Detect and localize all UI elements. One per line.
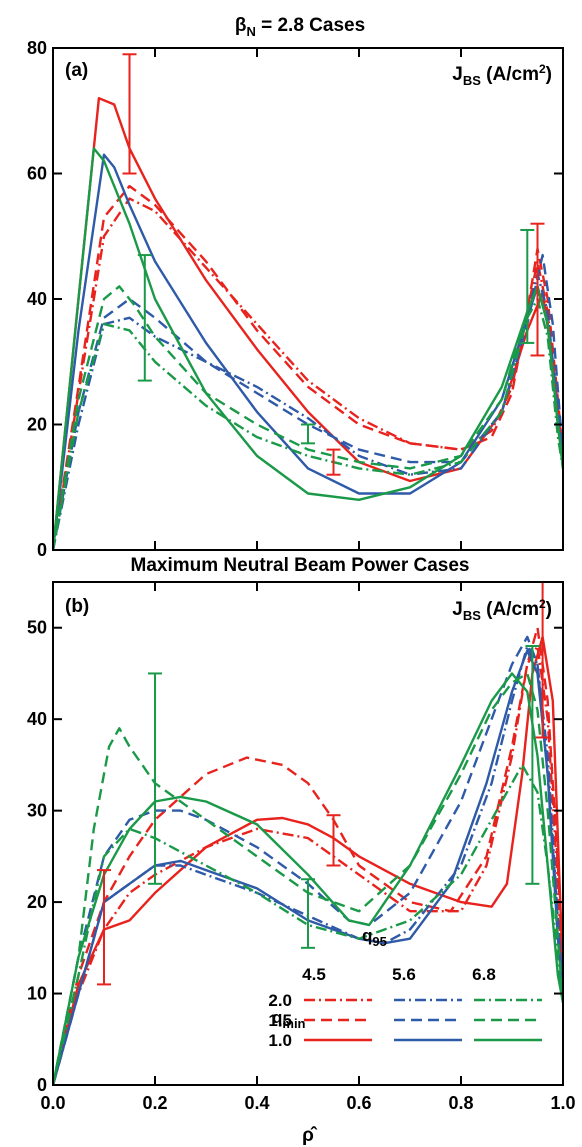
y-tick-label: 40: [27, 709, 47, 729]
error-bar: [530, 222, 545, 357]
panel-b-frame: [52, 581, 564, 1086]
series-line-qmin-2.0-q95-6.8: [53, 763, 563, 1085]
x-axis-title: ρ̂: [302, 1125, 318, 1146]
series-line-qmin-1.5-q95-4.5: [53, 626, 563, 1085]
y-tick-label: 60: [27, 164, 47, 184]
y-tick-label: 50: [27, 618, 47, 638]
series-line-qmin-1.5-q95-6.8: [53, 285, 563, 550]
y-tick-label: 40: [27, 289, 47, 309]
error-bar: [326, 814, 341, 867]
series-line-qmin-2.0-q95-4.5: [53, 197, 563, 550]
error-bar: [122, 53, 137, 175]
panel-a-label: (a): [65, 60, 88, 81]
series-line-qmin-1.0-q95-6.8: [53, 147, 563, 550]
y-tick-label: 30: [27, 801, 47, 821]
error-bar: [148, 672, 162, 885]
panel-b-quantity-label: JBS (A/cm2): [452, 597, 552, 623]
series-line-qmin-1.0-q95-5.6: [53, 649, 563, 1085]
y-tick-label: 20: [27, 892, 47, 912]
series-line-qmin-1.5-q95-4.5: [53, 184, 563, 550]
panel-b-title: Maximum Neutral Beam Power Cases: [131, 555, 470, 576]
error-bar: [525, 645, 540, 885]
x-tick-label: 0.2: [142, 1093, 167, 1113]
legend-qmin-value: 1.5: [268, 1011, 292, 1030]
panel-a-quantity-label: JBS (A/cm2): [452, 62, 552, 88]
series-line-qmin-1.0-q95-4.5: [53, 635, 563, 1085]
error-bar: [301, 878, 315, 949]
legend-qmin-value: 2.0: [268, 991, 292, 1010]
series-line-qmin-1.0-q95-4.5: [53, 97, 563, 550]
series-line-qmin-1.5-q95-6.8: [53, 672, 563, 1085]
legend-qmin-value: 1.0: [268, 1031, 292, 1050]
error-bar: [301, 423, 315, 445]
y-tick-label: 0: [37, 540, 47, 560]
y-tick-label: 10: [27, 984, 47, 1004]
legend: q95 qmin 4.5 5.6 6.8 2.01.51.0: [268, 926, 542, 1050]
y-tick-label: 80: [27, 38, 47, 58]
error-bar: [97, 869, 111, 986]
x-tick-label: 1.0: [550, 1093, 575, 1113]
legend-q95-title: q95: [362, 926, 387, 949]
series-line-qmin-2.0-q95-4.5: [53, 644, 563, 1085]
x-tick-label: 0.4: [244, 1093, 269, 1113]
series-line-qmin-1.0-q95-6.8: [53, 672, 563, 1085]
panel-a-title: βN = 2.8 Cases: [235, 15, 365, 39]
legend-qmin-title: qmin: [272, 1008, 306, 1031]
error-bar: [137, 254, 152, 382]
legend-q95-value: 5.6: [392, 965, 416, 984]
y-tick-label: 0: [37, 1075, 47, 1095]
x-tick-label: 0.6: [346, 1093, 371, 1113]
series-line-qmin-2.0-q95-6.8: [53, 297, 563, 550]
series-line-qmin-2.0-q95-5.6: [53, 272, 563, 550]
error-bar: [326, 448, 341, 476]
series-line-qmin-1.0-q95-5.6: [53, 153, 563, 550]
x-tick-label: 0.0: [40, 1093, 65, 1113]
panel-a-frame: [52, 47, 564, 551]
legend-q95-value: 6.8: [472, 965, 496, 984]
legend-q95-value: 4.5: [302, 965, 326, 984]
panel-b-label: (b): [65, 596, 89, 617]
panel-a-plot: 0 20 40 60 80: [27, 38, 563, 560]
x-tick-label: 0.8: [448, 1093, 473, 1113]
error-bar: [520, 228, 535, 344]
y-tick-label: 20: [27, 415, 47, 435]
panel-b-plot: 0 10 20 30 40 50 0.0 0.2 0.4 0.6 0.8 1.0: [27, 581, 576, 1113]
